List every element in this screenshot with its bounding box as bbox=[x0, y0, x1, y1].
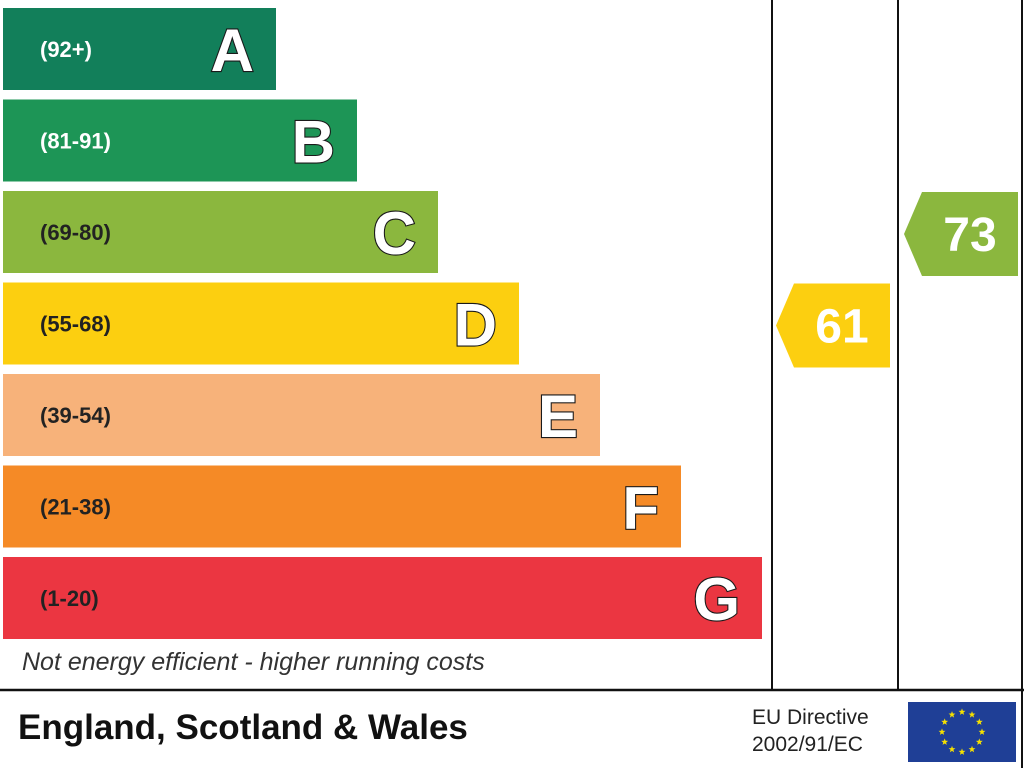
band-range-e: (39-54) bbox=[40, 403, 111, 428]
eu-flag-star bbox=[978, 728, 986, 735]
rating-indicators: 61 73 bbox=[776, 192, 1018, 368]
eu-flag-star bbox=[938, 728, 946, 735]
band-letter-d: D bbox=[454, 292, 497, 359]
rating-arrow-current bbox=[776, 283, 890, 368]
band-letter-f: F bbox=[622, 475, 659, 542]
band-range-f: (21-38) bbox=[40, 495, 111, 520]
eu-directive: EU Directive 2002/91/EC bbox=[752, 704, 869, 758]
band-bar-b bbox=[3, 99, 357, 182]
band-bar-c bbox=[3, 191, 438, 273]
band-range-b: (81-91) bbox=[40, 129, 111, 154]
eu-flag-star bbox=[941, 738, 949, 745]
band-letter-b: B bbox=[292, 109, 335, 176]
band-range-d: (55-68) bbox=[40, 312, 111, 337]
band-bar-f bbox=[3, 465, 681, 548]
band-bar-g bbox=[3, 557, 762, 639]
band-bar-e bbox=[3, 374, 600, 456]
eu-flag-star bbox=[948, 711, 956, 718]
rating-value-potential: 73 bbox=[943, 209, 996, 262]
rating-arrow-potential bbox=[904, 192, 1018, 276]
rating-bands: (92+) A (81-91) B (69-80) C (55-68) D (39-54) E (2… bbox=[3, 8, 762, 639]
band-letter-c: C bbox=[373, 200, 416, 267]
band-range-c: (69-80) bbox=[40, 220, 111, 245]
band-bar-d bbox=[3, 282, 519, 365]
eu-flag-star bbox=[958, 708, 966, 715]
eu-flag-star bbox=[948, 745, 956, 753]
directive-line-2: 2002/91/EC bbox=[752, 733, 863, 756]
eu-flag-star bbox=[975, 718, 983, 725]
band-range-a: (92+) bbox=[40, 37, 92, 62]
directive-line-1: EU Directive bbox=[752, 706, 869, 729]
eu-flag-star bbox=[968, 711, 976, 718]
eu-flag-icon bbox=[908, 702, 1016, 762]
footnote: Not energy efficient - higher running co… bbox=[22, 648, 485, 676]
eu-flag-star bbox=[941, 718, 949, 725]
band-range-g: (1-20) bbox=[40, 586, 99, 611]
rating-value-current: 61 bbox=[815, 301, 868, 354]
region-label: England, Scotland & Wales bbox=[18, 708, 468, 747]
band-bar-a bbox=[3, 8, 276, 90]
band-letter-g: G bbox=[693, 566, 740, 633]
band-letter-a: A bbox=[211, 17, 254, 84]
eu-flag-star bbox=[968, 745, 976, 753]
band-letter-e: E bbox=[538, 383, 578, 450]
eu-flag-star bbox=[975, 738, 983, 745]
eu-flag-star bbox=[958, 748, 966, 755]
